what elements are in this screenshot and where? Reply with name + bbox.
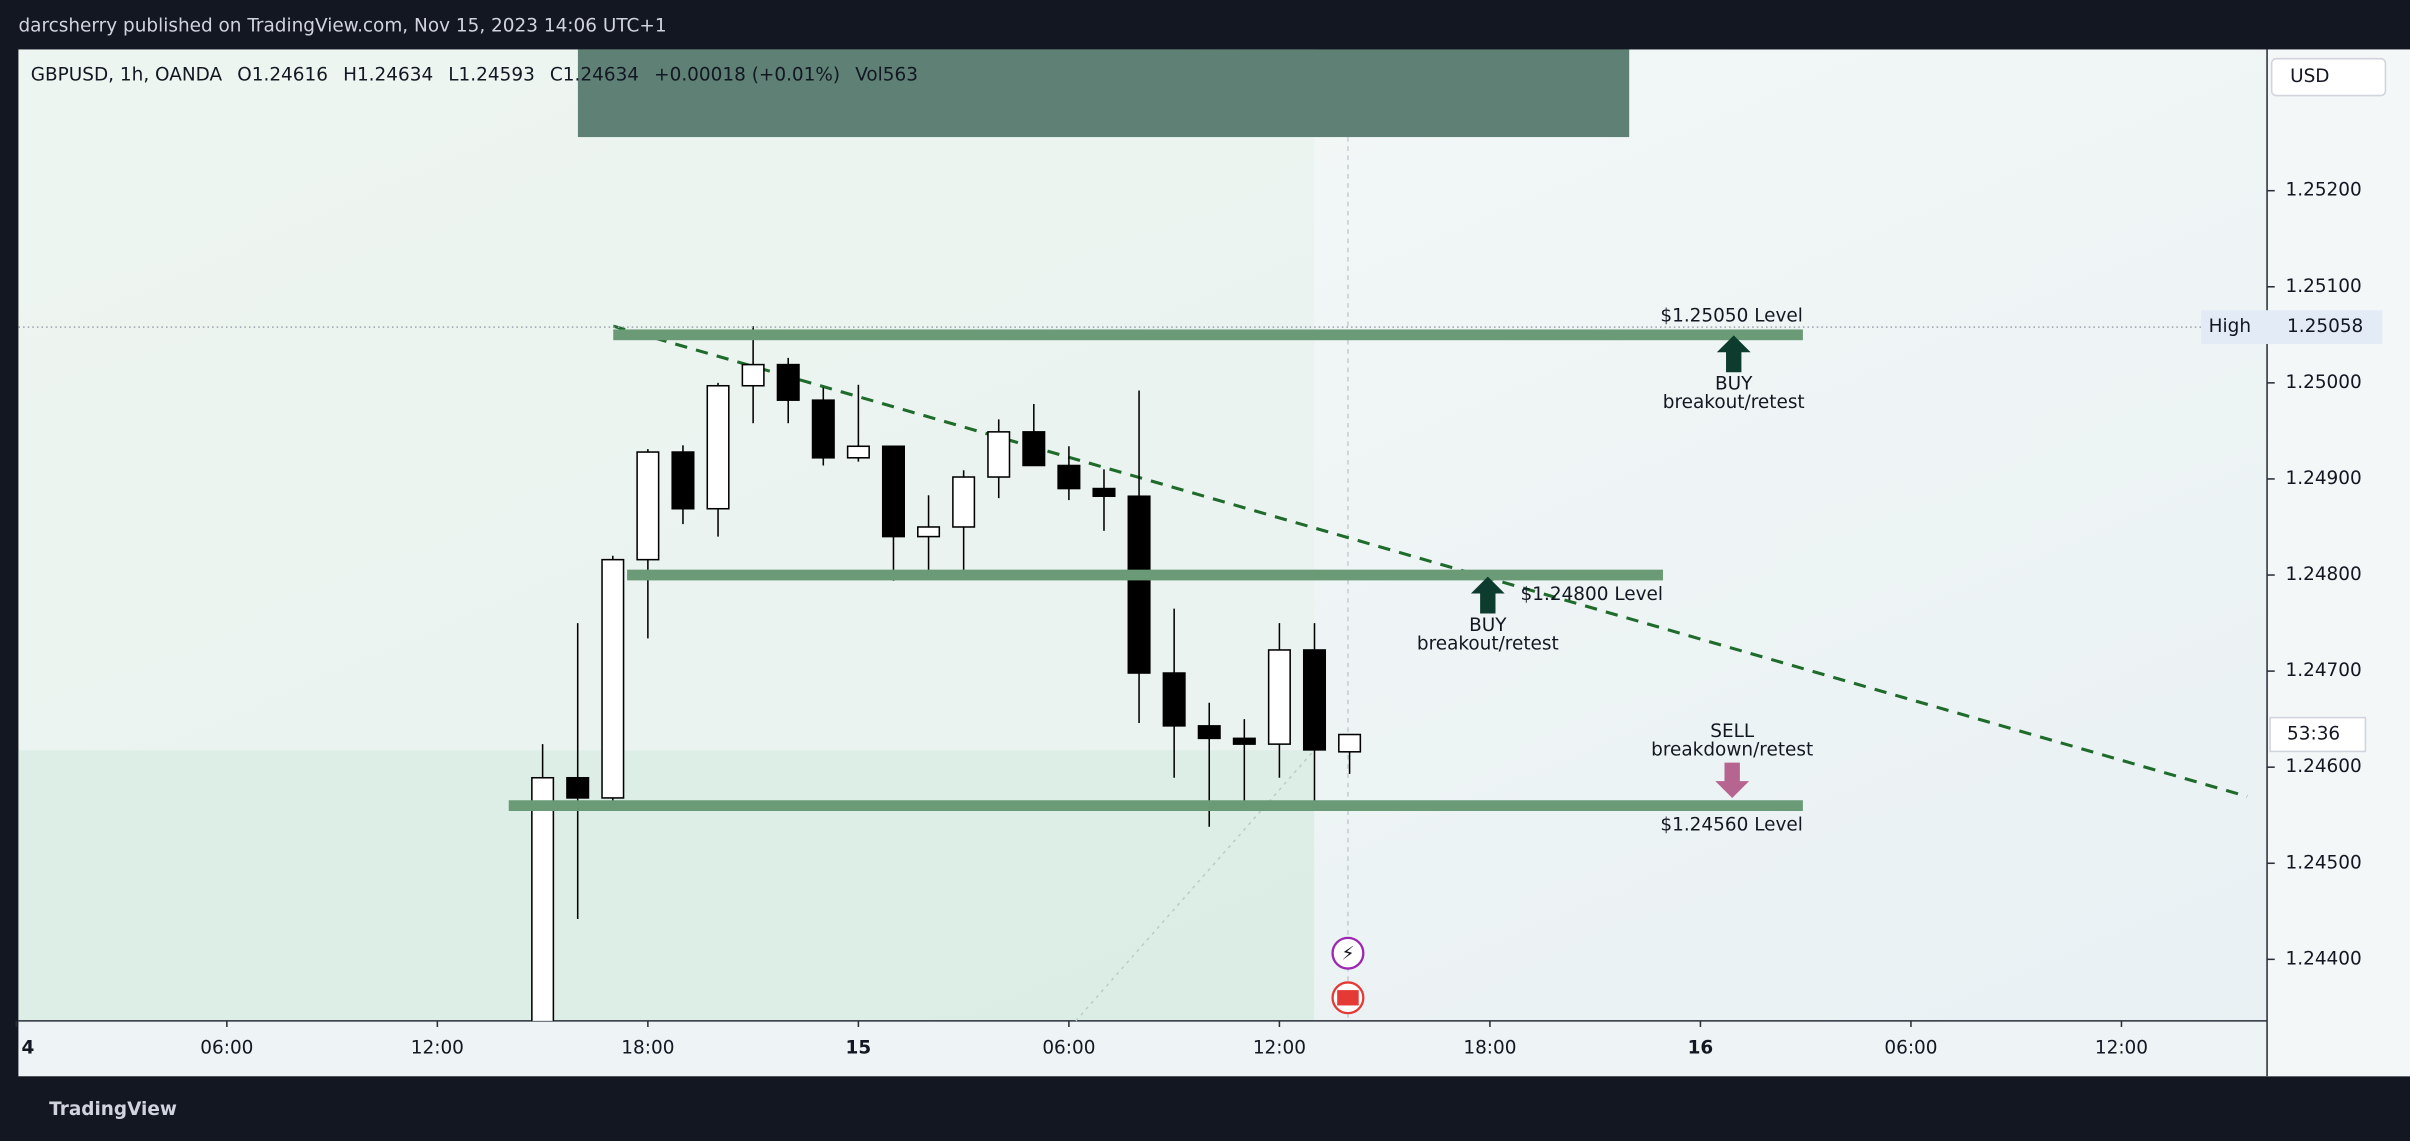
candle-body	[1127, 495, 1151, 674]
x-tick-label: 18:00	[1463, 1038, 1516, 1059]
signal-side: BUY	[1715, 374, 1753, 395]
level-label: $1.24800 Level	[1521, 584, 1664, 605]
candle-body	[1162, 672, 1186, 727]
top-box	[577, 49, 1630, 138]
signal-side: SELL	[1710, 721, 1755, 742]
y-tick-label: 1.24500	[2286, 852, 2362, 873]
level-line	[627, 569, 1664, 581]
legend: GBPUSD, 1h, OANDA O1.24616 H1.24634 L1.2…	[31, 65, 918, 86]
countdown: 53:36	[2287, 724, 2340, 745]
signal-text: breakout/retest	[1663, 392, 1805, 413]
y-tick-label: 1.24700	[2286, 660, 2362, 681]
x-tick-label: 12:00	[2095, 1038, 2148, 1059]
footer: TradingView	[49, 1099, 177, 1120]
candle-body	[1232, 737, 1256, 745]
y-tick-label: 1.25100	[2286, 276, 2362, 297]
legend-close: C1.24634	[550, 65, 639, 86]
high-value: 1.25058	[2287, 316, 2363, 337]
trendline	[612, 324, 2248, 798]
candle-body	[1267, 649, 1291, 745]
x-tick-label: 06:00	[1884, 1038, 1937, 1059]
candle-body	[1057, 464, 1081, 490]
level-line	[613, 329, 1803, 341]
candle-body	[917, 526, 941, 538]
symbol: GBPUSD, 1h, OANDA	[31, 65, 223, 86]
plot	[531, 326, 1362, 1021]
arrow-up	[1470, 576, 1505, 614]
y-tick-label: 1.25000	[2286, 372, 2362, 393]
x-tick-label: 06:00	[1042, 1038, 1095, 1059]
y-tick-label: 1.24800	[2286, 564, 2362, 585]
legend-high: H1.24634	[343, 65, 433, 86]
level-label: $1.25050 Level	[1660, 305, 1803, 326]
candle-body	[636, 451, 660, 561]
event-icon[interactable]	[1331, 936, 1365, 970]
price-axis	[2267, 49, 2410, 1077]
x-tick-label: 12:00	[411, 1038, 464, 1059]
high-box	[2200, 310, 2383, 345]
header: darcsherry published on TradingView.com,…	[18, 15, 666, 36]
y-tick-label: 1.24600	[2286, 756, 2362, 777]
candle-body	[671, 451, 695, 510]
candle-body	[566, 776, 590, 799]
legend-low: L1.24593	[448, 65, 535, 86]
currency: USD	[2290, 66, 2329, 87]
legend-change: +0.00018 (+0.01%)	[654, 65, 840, 86]
candle-body	[531, 776, 555, 1021]
candle-body	[741, 363, 765, 387]
signal-side: BUY	[1469, 615, 1507, 636]
high-label: High	[2209, 316, 2251, 337]
currency-box	[2270, 57, 2387, 97]
arrow-up	[1716, 335, 1751, 373]
candle-body	[952, 476, 976, 528]
candle-body	[811, 399, 835, 459]
legend-open: O1.24616	[237, 65, 328, 86]
x-tick-label: 06:00	[200, 1038, 253, 1059]
candle-body	[601, 558, 625, 799]
candle-body	[1022, 431, 1046, 467]
x-tick-label: 18:00	[621, 1038, 674, 1059]
candle-body	[776, 363, 800, 401]
signal-text: breakdown/retest	[1651, 739, 1813, 760]
event-icon-glyph: ⚡	[1341, 944, 1354, 965]
x-tick-label: 16	[1688, 1038, 1714, 1059]
y-tick-label: 1.24400	[2286, 948, 2362, 969]
x-tick-label: 4	[22, 1038, 35, 1059]
countdown-box	[2269, 716, 2367, 753]
fib-line	[1075, 749, 1315, 1022]
candle-body	[987, 431, 1011, 478]
candle-body	[1338, 733, 1362, 753]
level-label: $1.24560 Level	[1660, 815, 1803, 836]
zone-shade	[18, 750, 1315, 1021]
arrow-down	[1715, 762, 1750, 798]
level-line	[508, 800, 1803, 811]
legend-volume: Vol563	[855, 65, 918, 86]
x-tick-label: 15	[846, 1038, 872, 1059]
candle-body	[1092, 487, 1116, 498]
y-tick-label: 1.24900	[2286, 468, 2362, 489]
signal-text: breakout/retest	[1417, 633, 1559, 654]
candle-body	[706, 384, 730, 510]
x-tick-label: 12:00	[1253, 1038, 1306, 1059]
time-axis	[18, 1020, 2410, 1077]
flag-glyph	[1337, 990, 1359, 1006]
candle-body	[1302, 649, 1327, 751]
candle-body	[881, 445, 905, 538]
candle-body	[1197, 725, 1221, 740]
logo: ⁊7	[18, 1099, 40, 1120]
candle-body	[846, 445, 870, 459]
y-tick-label: 1.25200	[2286, 180, 2362, 201]
